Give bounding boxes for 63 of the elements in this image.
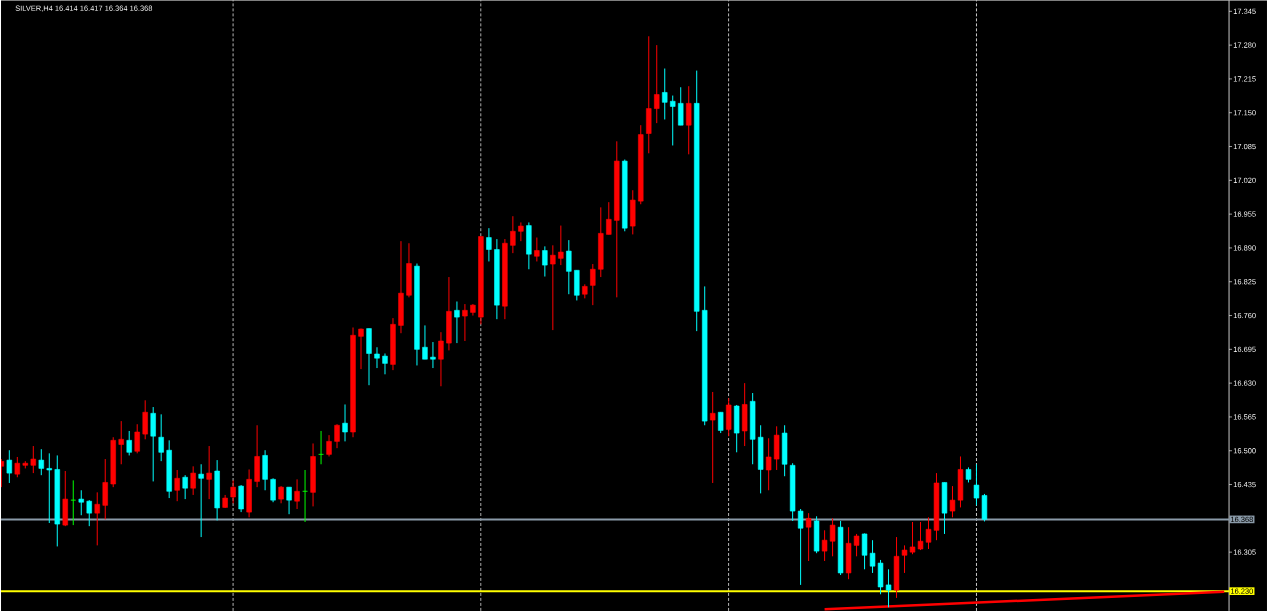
candlestick	[14, 456, 21, 478]
candlestick	[158, 413, 164, 462]
candlestick	[486, 227, 492, 262]
candlestick	[190, 465, 196, 496]
candlestick	[46, 452, 52, 524]
candlestick	[678, 86, 684, 126]
candlestick	[430, 341, 436, 369]
candlestick	[606, 201, 612, 235]
candlestick	[765, 437, 772, 491]
candlestick	[94, 491, 100, 546]
candlestick	[550, 244, 556, 331]
candlestick	[334, 423, 340, 449]
candlestick	[773, 425, 780, 471]
candlestick	[30, 445, 36, 474]
candlestick	[150, 406, 156, 482]
candlestick	[670, 94, 676, 146]
candlestick	[294, 478, 300, 510]
candlestick	[717, 411, 724, 434]
candlestick	[262, 449, 268, 491]
candlestick	[6, 449, 13, 484]
candlestick	[422, 324, 428, 360]
candlestick	[206, 445, 212, 500]
candlestick	[797, 508, 804, 586]
candlestick	[686, 85, 692, 155]
candlestick	[542, 245, 548, 277]
candlestick	[286, 486, 292, 515]
candlestick	[142, 399, 148, 440]
candlestick	[126, 430, 132, 456]
candlestick	[182, 474, 188, 500]
candlestick	[174, 469, 180, 502]
candlestick	[566, 239, 572, 295]
candlestick	[534, 236, 540, 262]
candlestick	[78, 489, 84, 516]
candlestick	[102, 458, 108, 520]
candlestick	[829, 517, 836, 557]
candlestick	[438, 331, 444, 387]
candlestick	[654, 44, 660, 124]
candlestick	[510, 215, 516, 254]
candlestick	[270, 477, 276, 503]
candlestick	[590, 263, 596, 306]
candlestick	[374, 346, 380, 369]
candlestick	[710, 391, 716, 484]
candlestick	[805, 512, 812, 562]
candlestick	[462, 303, 468, 342]
candlestick	[382, 352, 388, 375]
candlestick	[38, 448, 44, 476]
candlestick	[238, 484, 244, 513]
candlestick	[230, 479, 236, 504]
candlestick	[86, 499, 92, 527]
candlestick	[821, 529, 828, 562]
candlestick	[454, 300, 460, 344]
candlestick	[558, 224, 564, 266]
candlestick	[134, 423, 140, 454]
candlestick	[118, 420, 124, 465]
candlestick	[518, 221, 524, 242]
candlestick	[853, 533, 860, 557]
candlestick	[342, 403, 348, 442]
candlestick	[70, 479, 76, 526]
candlestick	[358, 327, 364, 370]
candlestick	[861, 532, 868, 570]
candlestick	[326, 434, 332, 457]
candlestick	[662, 67, 668, 120]
candlestick	[198, 463, 204, 538]
